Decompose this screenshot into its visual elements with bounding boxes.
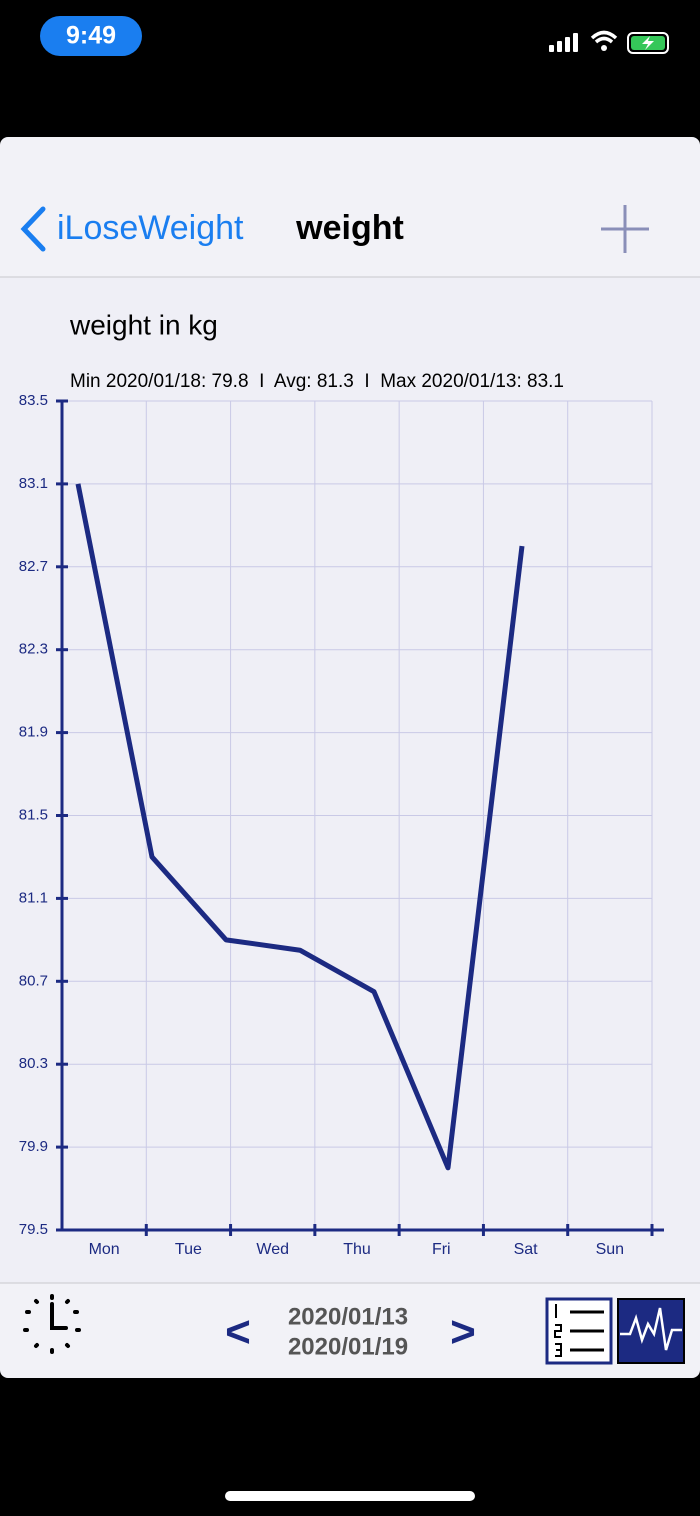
y-tick-label: 80.7: [19, 972, 48, 989]
y-tick-label: 81.9: [19, 724, 48, 741]
back-button[interactable]: iLoseWeight: [57, 209, 244, 247]
x-tick-label: Wed: [256, 1241, 289, 1258]
y-tick-label: 80.3: [19, 1055, 48, 1072]
x-tick-label: Thu: [343, 1241, 371, 1258]
y-tick-label: 83.5: [19, 392, 48, 409]
graph-icon[interactable]: [617, 1298, 685, 1364]
x-tick-label: Mon: [89, 1241, 120, 1258]
x-tick-label: Tue: [175, 1241, 202, 1258]
y-tick-label: 79.5: [19, 1221, 48, 1238]
range-end: 2020/01/19: [288, 1333, 408, 1360]
x-tick-label: Sun: [596, 1241, 624, 1258]
time-pill: [40, 16, 142, 56]
y-tick-label: 83.1: [19, 475, 48, 492]
wifi-icon: [590, 30, 618, 44]
status-time: 9:49: [66, 22, 116, 50]
clock-icon[interactable]: [23, 1294, 81, 1354]
range-start: 2020/01/13: [288, 1303, 408, 1330]
y-tick-label: 79.9: [19, 1138, 48, 1155]
y-tick-label: 81.1: [19, 889, 48, 906]
add-button[interactable]: [601, 205, 649, 253]
y-tick-label: 82.7: [19, 558, 48, 575]
weight-line: [75, 483, 525, 1171]
back-chevron[interactable]: [20, 206, 46, 252]
next-week[interactable]: >: [450, 1308, 476, 1357]
nav-title: weight: [295, 209, 404, 247]
prev-week[interactable]: <: [225, 1308, 251, 1357]
chart-title: weight in kg: [69, 309, 218, 340]
y-tick-label: 81.5: [19, 806, 48, 823]
list-icon[interactable]: [545, 1297, 613, 1365]
charging-bolt: [642, 36, 654, 50]
x-tick-label: Fri: [432, 1241, 451, 1258]
wifi-dot: [601, 45, 607, 51]
y-tick-label: 82.3: [19, 641, 48, 658]
chart-area: [0, 277, 700, 1283]
chart-subtitle: Min 2020/01/18: 79.8 I Avg: 81.3 I Max 2…: [70, 371, 564, 392]
x-tick-label: Sat: [514, 1241, 539, 1258]
battery-outline: [627, 32, 669, 54]
plot: 79.5 79.9 80.3 80.7 81.1 81.5 81.9 82.3 82.7 83.1…: [19, 392, 664, 1258]
signal-icon: [549, 33, 578, 52]
home-indicator: [225, 1491, 475, 1501]
